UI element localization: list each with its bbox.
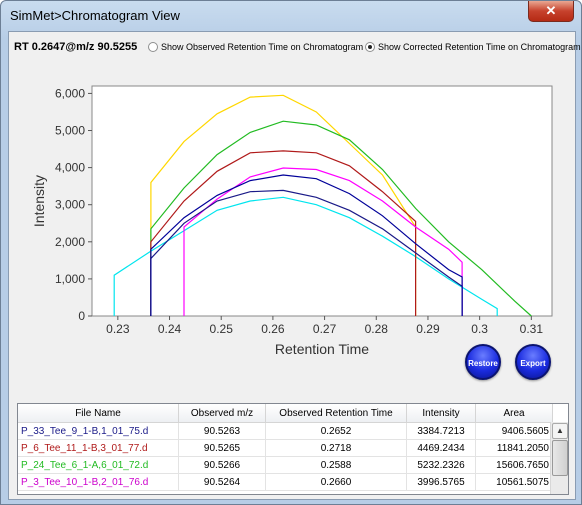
rt-mz-label: RT 0.2647@m/z 90.5255 [14,41,138,53]
column-header-observed-mz[interactable]: Observed m/z [178,404,266,423]
column-header-file-name[interactable]: File Name [18,404,179,423]
y-tick-label: 4,000 [55,161,85,175]
close-button[interactable]: ✕ [528,1,574,22]
table-scrollbar[interactable]: ▲ [550,422,568,494]
series-line-4 [150,150,417,316]
column-header-observed-rt[interactable]: Observed Retention Time [265,404,407,423]
cell-area: 9406.5605 [475,422,553,440]
cell-file-name: P_6_Tee_11_1-B,3_01_77.d [18,439,179,457]
cell-intensity: 3384.7213 [406,422,476,440]
series-line-1 [113,196,498,316]
scrollbar-thumb[interactable] [552,440,568,476]
cell-area: 11841.2050 [475,439,553,457]
cell-intensity: 4469.2434 [406,439,476,457]
cell-intensity: 3996.5765 [406,473,476,491]
y-axis-label: Intensity [31,175,47,227]
y-tick-label: 0 [78,309,85,323]
cell-observed-mz: 90.5265 [178,439,266,457]
series-line-7 [150,174,463,316]
cell-observed-rt: 0.2718 [265,439,407,457]
observed-rt-radio-label[interactable]: Show Observed Retention Time on Chromato… [161,42,364,52]
table-row[interactable]: P_6_Tee_11_1-B,3_01_77.d 90.5265 0.2718 446… [18,439,553,457]
restore-button[interactable]: Restore [465,344,501,380]
column-header-area[interactable]: Area [475,404,553,423]
cell-intensity: 5232.2326 [406,456,476,474]
cell-file-name: P_24_Tee_6_1-A,6_01_72.d [18,456,179,474]
cell-observed-mz: 90.5263 [178,422,266,440]
corrected-rt-radio[interactable] [365,42,375,52]
y-tick-label: 1,000 [55,272,85,286]
cell-observed-mz: 90.5264 [178,473,266,491]
table-row[interactable]: P_24_Tee_6_1-A,6_01_72.d 90.5266 0.2588 523… [18,456,553,474]
x-tick-label: 0.29 [416,322,440,336]
series-line-3 [150,120,532,317]
cell-area: 15606.7650 [475,456,553,474]
x-tick-label: 0.28 [365,322,389,336]
client-area: RT 0.2647@m/z 90.5255 Show Observed Rete… [8,31,581,500]
y-tick-label: 3,000 [55,198,85,212]
results-table: File Name Observed m/z Observed Retentio… [17,403,569,495]
x-tick-label: 0.31 [520,322,544,336]
cell-area: 10561.5075 [475,473,553,491]
title-bar[interactable]: SimMet>Chromatogram View ✕ [1,1,581,31]
plot-area [91,85,553,317]
window-title: SimMet>Chromatogram View [10,8,180,23]
x-tick-label: 0.27 [313,322,337,336]
cell-observed-rt: 0.2660 [265,473,407,491]
observed-rt-radio[interactable] [148,42,158,52]
series-line-5 [183,167,463,316]
corrected-rt-radio-label[interactable]: Show Corrected Retention Time on Chromat… [378,42,581,52]
x-tick-label: 0.26 [261,322,285,336]
chromatogram-svg: 0.23 0.24 0.25 0.26 0.27 0.28 0.29 0.3 0.31 0 1,00… [31,85,553,357]
chromatogram-chart: 0.23 0.24 0.25 0.26 0.27 0.28 0.29 0.3 0.31 0 1,00… [9,64,575,399]
series-line-6 [150,189,463,316]
table-row[interactable]: P_33_Tee_9_1-B,1_01_75.d 90.5263 0.2652 338… [18,422,553,440]
up-arrow-icon[interactable]: ▲ [552,423,568,439]
y-tick-label: 5,000 [55,124,85,138]
cell-observed-rt: 0.2652 [265,422,407,440]
table-header-row: File Name Observed m/z Observed Retentio… [18,404,553,423]
y-tick-label: 2,000 [55,235,85,249]
cell-observed-rt: 0.2588 [265,456,407,474]
cell-file-name: P_33_Tee_9_1-B,1_01_75.d [18,422,179,440]
table-row[interactable]: P_3_Tee_10_1-B,2_01_76.d 90.5264 0.2660 399… [18,473,553,491]
x-axis-label: Retention Time [275,341,369,357]
cell-file-name: P_3_Tee_10_1-B,2_01_76.d [18,473,179,491]
cell-observed-mz: 90.5266 [178,456,266,474]
options-bar: RT 0.2647@m/z 90.5255 Show Observed Rete… [9,32,581,62]
column-header-intensity[interactable]: Intensity [406,404,476,423]
x-tick-label: 0.25 [210,322,234,336]
x-tick-label: 0.23 [106,322,130,336]
export-button[interactable]: Export [515,344,551,380]
series-line-2 [150,94,417,316]
y-tick-label: 6,000 [55,86,85,100]
x-tick-label: 0.24 [158,322,182,336]
x-tick-label: 0.3 [471,322,488,336]
